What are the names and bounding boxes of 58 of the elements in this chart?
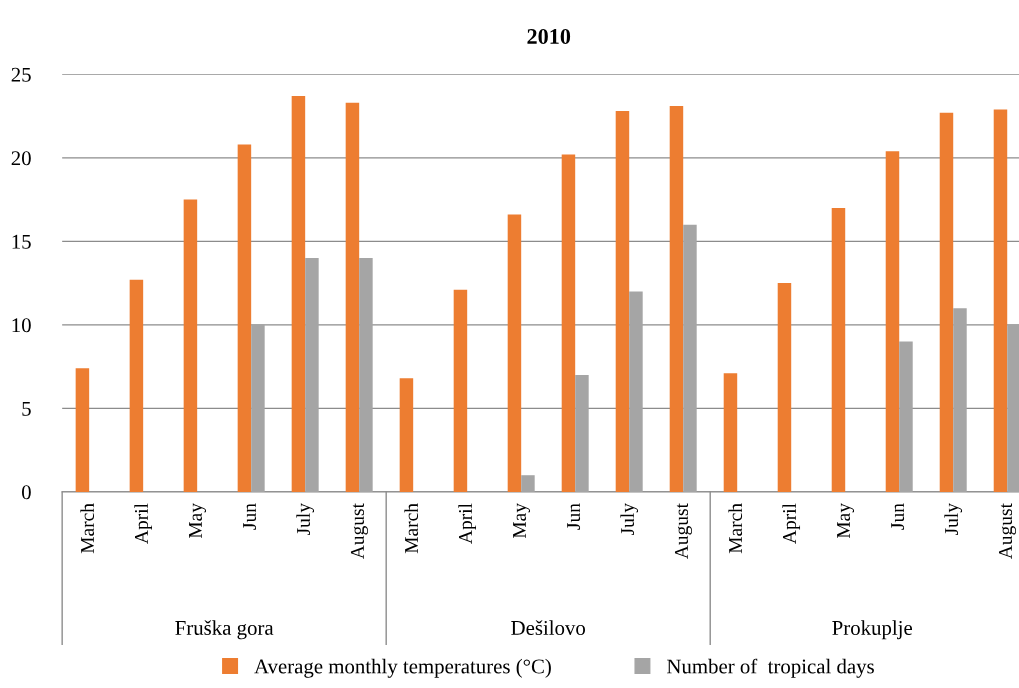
bar (291, 96, 306, 492)
y-tick-label: 20 (11, 151, 31, 166)
y-tick-label: 25 (11, 67, 31, 82)
y-tick-label: 10 (12, 318, 31, 333)
bar (1007, 324, 1019, 492)
bar (237, 144, 252, 492)
x-tick-label: Jun (567, 503, 581, 530)
bar (305, 258, 319, 492)
x-tick-label: April (782, 503, 801, 544)
bar (183, 199, 198, 492)
x-tick-label: March (404, 503, 419, 554)
bar (683, 224, 697, 492)
x-tick-label: August (999, 503, 1017, 560)
x-tick-label: May (837, 503, 855, 539)
x-tick-label: Jun (891, 503, 905, 530)
y-tick-label: 0 (21, 485, 31, 500)
x-tick-label: July (620, 503, 639, 536)
bar (615, 111, 630, 492)
bar (993, 109, 1008, 492)
bar (939, 112, 954, 492)
text: Dešilovo (511, 620, 586, 635)
bar (561, 154, 576, 492)
bar (629, 291, 643, 492)
bar (899, 341, 913, 492)
bar (507, 214, 522, 492)
bar (953, 308, 967, 492)
text: Prokuplje (832, 620, 912, 640)
chart-title: 2010 (527, 28, 571, 44)
bar (345, 102, 360, 492)
bar (777, 283, 792, 492)
x-tick-label: March (80, 503, 95, 554)
bar (521, 475, 535, 492)
y-tick-label: 5 (22, 401, 31, 416)
y-tick-label: 15 (12, 234, 31, 249)
bar (251, 324, 265, 492)
legend-label: Number of tropical days (667, 658, 874, 678)
bar (359, 258, 373, 492)
x-tick-label: April (134, 503, 152, 544)
x-tick-label: August (674, 503, 693, 560)
x-tick-label: March (728, 503, 743, 554)
x-tick-label: July (944, 503, 963, 536)
x-tick-label: Jun (243, 503, 257, 530)
bar (75, 368, 90, 492)
bar (399, 378, 414, 492)
bar (453, 289, 468, 492)
bar (723, 373, 738, 492)
x-tick-label: August (350, 503, 368, 560)
bar (831, 207, 846, 492)
x-tick-label: May (189, 503, 206, 539)
x-tick-label: July (296, 503, 315, 536)
x-tick-label: May (513, 503, 531, 539)
bar (575, 374, 589, 492)
legend-label: Average monthly temperatures (°C) (254, 658, 551, 678)
text: Fruška gora (175, 620, 274, 640)
bar (129, 279, 144, 492)
bar (885, 151, 900, 492)
bar (669, 106, 684, 492)
x-tick-label: April (458, 503, 476, 544)
